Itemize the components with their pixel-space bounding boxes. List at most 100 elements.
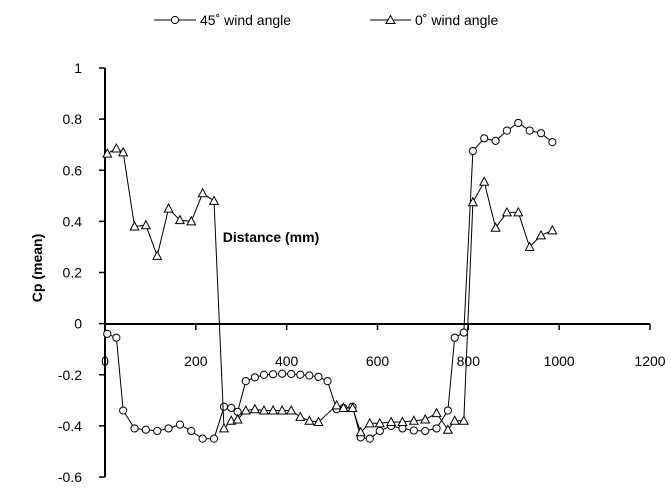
data-point-circle: [409, 426, 418, 435]
legend: 45˚ wind angle 0˚ wind angle: [154, 12, 498, 28]
data-point-triangle: [458, 415, 469, 425]
data-point-triangle: [258, 404, 270, 415]
data-point-triangle: [355, 426, 366, 437]
data-point-triangle: [102, 148, 113, 158]
data-point-circle: [421, 426, 430, 436]
data-point-circle: [164, 424, 173, 433]
data-point-triangle: [208, 195, 220, 205]
series-0-wind-angle: [102, 142, 558, 437]
data-point-circle: [365, 434, 374, 443]
data-point-circle: [514, 118, 523, 128]
y-tick-label: -0.6: [58, 469, 82, 485]
data-point-circle: [175, 420, 185, 429]
data-point-circle: [450, 333, 459, 342]
data-point-triangle: [163, 203, 174, 213]
data-point-triangle: [431, 407, 442, 418]
data-point-triangle: [152, 250, 163, 260]
x-ticks: 0 200 400 600 800 1000 1200: [101, 324, 666, 369]
data-point-triangle: [490, 222, 501, 232]
data-point-circle: [459, 328, 468, 337]
series-45-wind-angle: [103, 118, 557, 443]
y-tick-label: 0: [74, 316, 82, 332]
data-point-triangle: [535, 229, 547, 240]
data-point-circle: [198, 434, 207, 443]
data-point-triangle: [408, 415, 419, 425]
plot-area: [102, 118, 558, 443]
data-point-triangle: [304, 415, 315, 425]
data-point-circle: [278, 369, 287, 378]
data-point-circle: [250, 373, 259, 382]
data-point-circle: [502, 126, 512, 135]
data-point-triangle: [449, 415, 460, 425]
data-point-circle: [375, 426, 384, 436]
data-point-triangle: [295, 411, 306, 421]
data-point-triangle: [442, 424, 454, 434]
legend-item-45-wind-angle: 45˚ wind angle: [154, 12, 291, 28]
data-point-circle: [103, 329, 112, 338]
data-point-triangle: [118, 146, 129, 157]
data-point-triangle: [276, 404, 288, 415]
data-point-circle: [130, 424, 139, 433]
data-point-triangle: [313, 416, 324, 427]
data-point-circle: [219, 402, 229, 411]
data-point-circle: [525, 126, 534, 135]
data-point-circle: [187, 426, 196, 436]
data-point-circle: [491, 136, 500, 145]
data-point-triangle: [467, 196, 479, 207]
data-point-circle: [323, 377, 332, 386]
data-point-triangle: [524, 241, 535, 251]
data-point-triangle: [501, 206, 513, 217]
data-point-circle: [480, 134, 489, 143]
data-point-circle: [153, 426, 162, 436]
data-point-triangle: [249, 403, 261, 414]
data-point-triangle: [267, 404, 279, 415]
x-tick-label: 0: [101, 353, 109, 369]
legend-label-0-wind-angle: 0˚ wind angle: [415, 12, 498, 28]
data-point-circle: [241, 377, 250, 386]
data-point-triangle: [140, 219, 152, 230]
data-point-circle: [296, 370, 305, 379]
data-point-triangle: [129, 220, 140, 231]
data-point-triangle: [174, 214, 186, 225]
x-tick-label: 1200: [634, 353, 665, 369]
data-point-circle: [536, 129, 546, 138]
data-point-circle: [468, 146, 477, 156]
x-tick-label: 400: [275, 353, 299, 369]
x-tick-label: 800: [457, 353, 481, 369]
data-point-circle: [112, 333, 121, 342]
data-point-circle: [141, 425, 150, 434]
series-line: [107, 122, 553, 440]
data-point-circle: [548, 138, 557, 147]
data-point-circle: [443, 406, 452, 415]
data-point-triangle: [347, 402, 358, 412]
data-point-triangle: [197, 187, 208, 198]
data-point-triangle: [232, 413, 243, 424]
data-point-triangle: [374, 417, 385, 428]
y-tick-label: 0.2: [63, 265, 83, 281]
data-point-triangle: [513, 206, 524, 217]
data-point-circle: [209, 434, 219, 443]
data-point-triangle: [338, 402, 349, 412]
data-point-triangle: [218, 422, 230, 433]
data-point-circle: [314, 372, 323, 381]
x-axis-title: Distance (mm): [223, 229, 319, 245]
data-point-triangle: [240, 404, 251, 415]
data-point-circle: [432, 424, 441, 433]
data-point-triangle: [286, 404, 297, 415]
data-point-circle: [305, 371, 314, 380]
data-point-triangle: [111, 142, 122, 153]
data-point-triangle: [331, 399, 342, 410]
data-point-circle: [287, 369, 296, 379]
y-tick-label: 1: [74, 60, 82, 76]
y-tick-label: 0.8: [63, 111, 83, 127]
data-point-triangle: [397, 416, 408, 427]
data-point-circle: [119, 406, 128, 415]
x-tick-label: 600: [366, 353, 390, 369]
axes: -0.6 -0.4 -0.2 0 0.2 0.4 0.6 0.8 1 0 200 400 600 800…: [58, 60, 666, 485]
data-point-circle: [227, 403, 236, 413]
legend-item-0-wind-angle: 0˚ wind angle: [370, 12, 498, 28]
y-axis-title: Cp (mean): [29, 234, 45, 302]
legend-marker-circle: [170, 15, 180, 25]
legend-label-45-wind-angle: 45˚ wind angle: [200, 12, 291, 28]
